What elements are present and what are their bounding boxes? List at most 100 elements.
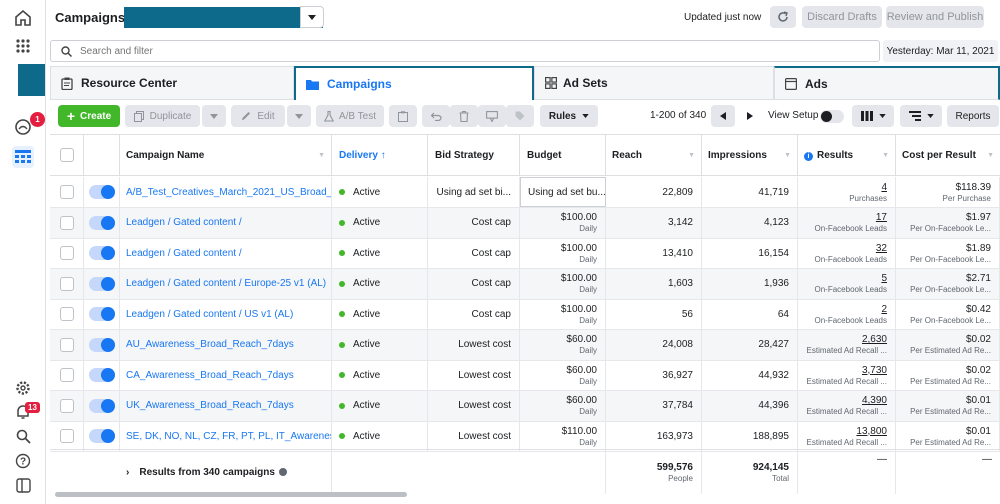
bid-strategy-cell[interactable]: Cost cap: [428, 238, 520, 268]
view-setup-toggle[interactable]: [820, 110, 844, 123]
budget-cell[interactable]: Using ad set bu...: [520, 177, 606, 207]
account-avatar[interactable]: [18, 64, 45, 96]
bid-strategy-cell[interactable]: Cost cap: [428, 207, 520, 238]
bid-strategy-cell[interactable]: Cost cap: [428, 299, 520, 329]
campaign-on-off-toggle[interactable]: [88, 185, 115, 199]
date-range-picker[interactable]: Yesterday: Mar 11, 2021: [883, 40, 998, 62]
campaign-on-off-toggle[interactable]: [88, 398, 115, 413]
tag-button[interactable]: [506, 105, 534, 127]
apps-grid-icon[interactable]: [13, 36, 33, 56]
tab-campaigns[interactable]: Campaigns: [294, 66, 534, 100]
bid-strategy-cell[interactable]: Lowest cost: [428, 360, 520, 390]
col-reach[interactable]: Reach ▼: [606, 135, 702, 176]
row-checkbox[interactable]: [59, 215, 74, 230]
create-button[interactable]: + Create: [58, 105, 120, 127]
bid-strategy-cell[interactable]: Using ad set bi...: [428, 177, 520, 207]
previous-page-button[interactable]: [711, 105, 735, 127]
campaign-on-off-toggle[interactable]: [88, 276, 115, 291]
tab-resource-center[interactable]: Resource Center: [50, 66, 294, 100]
horizontal-scrollbar[interactable]: [55, 492, 407, 497]
col-budget[interactable]: Budget: [520, 135, 606, 176]
budget-cell[interactable]: $110.00 Daily: [520, 421, 606, 451]
next-page-button[interactable]: [738, 105, 762, 127]
summary-label-cell[interactable]: › Results from 340 campaigns: [120, 450, 332, 494]
search-input[interactable]: [80, 45, 860, 57]
table-row[interactable]: CA_Awareness_Broad_Reach_7days Active Lowe…: [50, 360, 1000, 391]
table-row[interactable]: Leadgen / Gated content / Active Cost cap $…: [50, 207, 1000, 239]
row-checkbox[interactable]: [59, 276, 74, 291]
notifications-icon[interactable]: [13, 117, 33, 137]
notes-button[interactable]: [389, 105, 417, 127]
tab-ad-sets[interactable]: Ad Sets: [534, 66, 774, 100]
ads-manager-table-icon[interactable]: [12, 146, 34, 168]
budget-cell[interactable]: $100.00 Daily: [520, 299, 606, 329]
review-publish-button[interactable]: Review and Publish: [886, 6, 984, 28]
campaign-name-link[interactable]: Leadgen / Gated content /: [120, 207, 332, 238]
bid-strategy-cell[interactable]: Cost cap: [428, 268, 520, 299]
discard-drafts-button[interactable]: Discard Drafts: [802, 6, 882, 28]
table-row[interactable]: UK_Awareness_Broad_Reach_7days Active Lowe…: [50, 390, 1000, 422]
row-checkbox[interactable]: [59, 429, 74, 443]
settings-icon[interactable]: [13, 378, 33, 398]
campaign-on-off-toggle[interactable]: [88, 337, 115, 352]
col-results[interactable]: i Results ▼: [798, 135, 896, 176]
budget-cell[interactable]: $60.00 Daily: [520, 329, 606, 360]
campaign-on-off-toggle[interactable]: [88, 368, 115, 382]
home-icon[interactable]: [13, 8, 33, 28]
preview-button[interactable]: [478, 105, 506, 127]
duplicate-button[interactable]: Duplicate: [125, 105, 200, 127]
delete-button[interactable]: [450, 105, 478, 127]
table-row[interactable]: Leadgen / Gated content / Active Cost cap $…: [50, 238, 1000, 269]
undo-button[interactable]: [422, 105, 450, 127]
account-dropdown-button[interactable]: [300, 6, 324, 28]
table-row[interactable]: Leadgen / Gated content / Europe-25 v1 (…: [50, 268, 1000, 300]
campaign-name-link[interactable]: UK_Awareness_Broad_Reach_7days: [120, 390, 332, 421]
edit-dropdown[interactable]: [287, 105, 311, 127]
edit-button[interactable]: Edit: [231, 105, 285, 127]
search-icon[interactable]: [13, 426, 33, 446]
col-delivery[interactable]: Delivery ↑: [332, 135, 428, 176]
col-cost-per-result[interactable]: Cost per Result ▼: [896, 135, 1000, 176]
campaign-name-link[interactable]: Leadgen / Gated content / US v1 (AL): [120, 299, 332, 329]
table-row[interactable]: Leadgen / Gated content / US v1 (AL) Acti…: [50, 299, 1000, 330]
campaign-name-link[interactable]: CA_Awareness_Broad_Reach_7days: [120, 360, 332, 390]
campaign-name-link[interactable]: AU_Awareness_Broad_Reach_7days: [120, 329, 332, 360]
budget-cell[interactable]: $100.00 Daily: [520, 268, 606, 299]
campaign-name-link[interactable]: Leadgen / Gated content /: [120, 238, 332, 268]
tab-ads[interactable]: Ads: [774, 66, 1000, 100]
breakdown-button[interactable]: [900, 105, 942, 127]
table-row[interactable]: A/B_Test_Creatives_March_2021_US_Broad_.…: [50, 177, 1000, 208]
col-impressions[interactable]: Impressions ▼: [702, 135, 798, 176]
bid-strategy-cell[interactable]: Lowest cost: [428, 329, 520, 360]
campaign-on-off-toggle[interactable]: [88, 246, 115, 260]
row-checkbox[interactable]: [59, 307, 74, 321]
campaign-name-link[interactable]: A/B_Test_Creatives_March_2021_US_Broad_.…: [120, 177, 332, 207]
row-checkbox[interactable]: [59, 246, 74, 260]
ab-test-button[interactable]: A/B Test: [316, 105, 384, 127]
budget-cell[interactable]: $100.00 Daily: [520, 238, 606, 268]
row-checkbox[interactable]: [59, 368, 74, 382]
search-filter-bar[interactable]: [50, 40, 880, 62]
row-checkbox[interactable]: [59, 185, 74, 199]
rules-button[interactable]: Rules: [540, 105, 598, 127]
col-bid-strategy[interactable]: Bid Strategy: [428, 135, 520, 176]
help-icon[interactable]: ?: [13, 451, 33, 471]
campaign-name-link[interactable]: SE, DK, NO, NL, CZ, FR, PT, PL, IT_Aware…: [120, 421, 332, 451]
budget-cell[interactable]: $60.00 Daily: [520, 360, 606, 390]
row-checkbox[interactable]: [59, 398, 74, 413]
select-all-checkbox[interactable]: [59, 148, 74, 162]
campaign-on-off-toggle[interactable]: [88, 215, 115, 230]
table-row[interactable]: AU_Awareness_Broad_Reach_7days Active Lowe…: [50, 329, 1000, 361]
budget-cell[interactable]: $60.00 Daily: [520, 390, 606, 421]
col-campaign-name[interactable]: Campaign Name ▼: [120, 135, 332, 176]
reports-button[interactable]: Reports: [947, 105, 999, 127]
sidebar-toggle-icon[interactable]: [13, 475, 33, 495]
row-checkbox[interactable]: [59, 337, 74, 352]
bid-strategy-cell[interactable]: Lowest cost: [428, 390, 520, 421]
budget-cell[interactable]: $100.00 Daily: [520, 207, 606, 238]
campaign-name-link[interactable]: Leadgen / Gated content / Europe-25 v1 (…: [120, 268, 332, 299]
campaign-on-off-toggle[interactable]: [88, 429, 115, 443]
columns-button[interactable]: [852, 105, 894, 127]
campaign-on-off-toggle[interactable]: [88, 307, 115, 321]
refresh-button[interactable]: [770, 6, 796, 28]
